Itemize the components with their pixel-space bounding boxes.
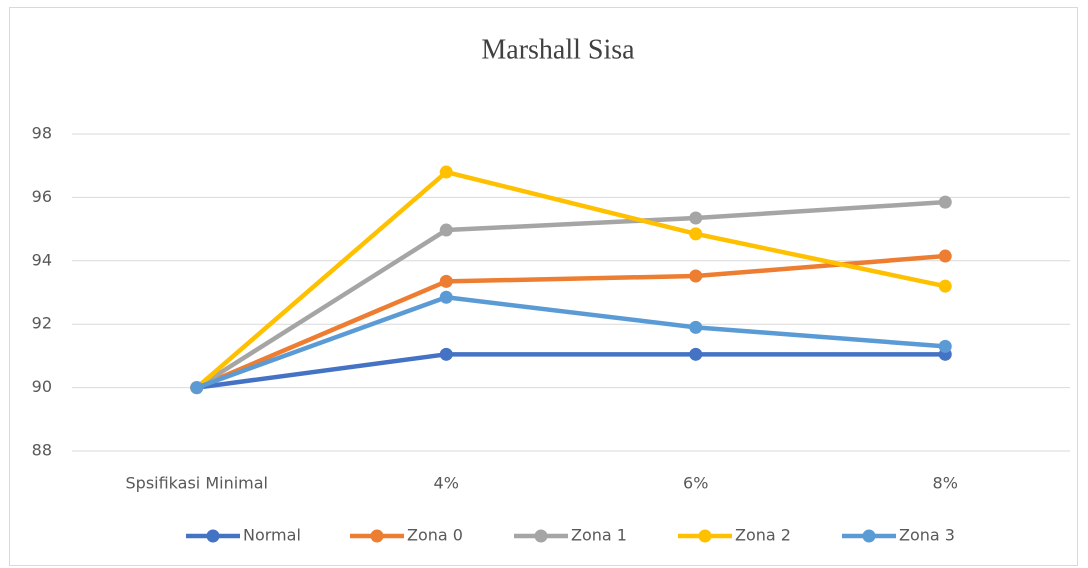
legend-marker (206, 529, 220, 543)
point (439, 274, 453, 288)
point (190, 381, 204, 395)
legend-label: Normal (243, 526, 301, 545)
y-tick-label: 90 (32, 377, 52, 396)
legend-label: Zona 1 (571, 526, 627, 545)
y-tick-label: 94 (32, 250, 52, 269)
point (439, 290, 453, 304)
legend-marker (534, 529, 548, 543)
series-line (194, 253, 948, 390)
point (689, 227, 703, 241)
x-tick-label: 6% (683, 474, 708, 493)
point (938, 195, 952, 209)
point (689, 211, 703, 225)
x-tick-label: 4% (434, 474, 459, 493)
y-tick-label: 88 (32, 441, 52, 460)
y-tick-label: 92 (32, 314, 52, 333)
point (439, 347, 453, 361)
point (689, 347, 703, 361)
series-line (194, 295, 948, 390)
series-line (194, 352, 948, 390)
legend-label: Zona 0 (407, 526, 463, 545)
point (938, 279, 952, 293)
point (938, 249, 952, 263)
legend-label: Zona 3 (899, 526, 955, 545)
legend-marker (862, 529, 876, 543)
chart-border (9, 7, 1078, 566)
y-tick-label: 96 (32, 187, 52, 206)
point (689, 269, 703, 283)
legend-label: Zona 2 (735, 526, 791, 545)
x-tick-label: 8% (933, 474, 958, 493)
series-line (194, 199, 948, 390)
x-tick-label: Spsifikasi Minimal (126, 474, 269, 493)
legend-marker (370, 529, 384, 543)
point (938, 339, 952, 353)
series-line (194, 169, 948, 390)
point (689, 320, 703, 334)
point (439, 165, 453, 179)
legend-marker (698, 529, 712, 543)
point (439, 223, 453, 237)
y-tick-label: 98 (32, 124, 52, 143)
chart-title: Marshall Sisa (481, 34, 635, 65)
